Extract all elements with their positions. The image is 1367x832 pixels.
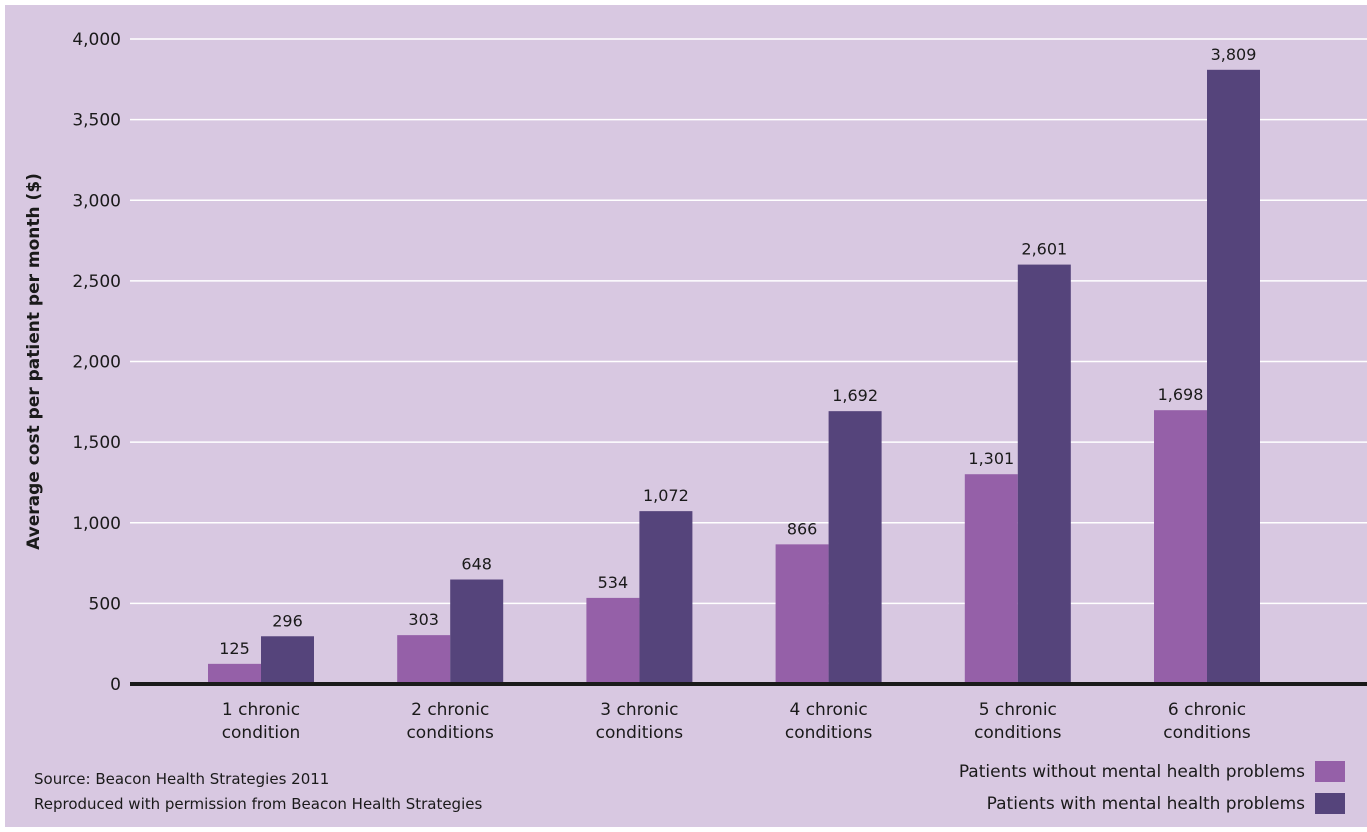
x-tick-label: 2 chronic <box>411 700 489 720</box>
x-tick-label: conditions <box>1163 723 1251 743</box>
source-note: Source: Beacon Health Strategies 2011 <box>34 770 330 788</box>
y-tick-label: 1,500 <box>72 433 121 453</box>
y-tick-label: 1,000 <box>72 514 121 534</box>
data-label: 296 <box>272 611 303 630</box>
data-label: 303 <box>408 610 439 629</box>
y-axis-title: Average cost per patient per month ($) <box>24 173 44 550</box>
x-tick-label: condition <box>222 723 301 743</box>
x-tick-label: conditions <box>406 723 494 743</box>
bar-without <box>964 474 1018 684</box>
legend-item-with: Patients with mental health problems <box>987 793 1345 814</box>
bar-with <box>639 511 693 684</box>
bar-with <box>828 411 882 684</box>
x-tick-label: 3 chronic <box>600 700 678 720</box>
bar-without <box>586 597 640 684</box>
bar-with <box>450 579 504 684</box>
x-tick-label: conditions <box>974 723 1062 743</box>
x-tick-label: conditions <box>596 723 684 743</box>
x-tick-label: 5 chronic <box>979 700 1057 720</box>
data-label: 1,301 <box>968 449 1014 468</box>
legend-label-without: Patients without mental health problems <box>958 761 1305 782</box>
bar-without <box>1154 410 1207 684</box>
data-label: 648 <box>461 555 492 574</box>
y-tick-label: 0 <box>110 675 121 695</box>
bar-with <box>1207 69 1260 684</box>
bar-without <box>775 544 829 684</box>
chart-panel: 0 500 1,000 1,500 2,000 2,500 3,000 3,500 4,000 A… <box>5 5 1367 827</box>
y-tick-label: 3,000 <box>72 191 121 211</box>
data-label: 1,698 <box>1158 385 1204 404</box>
bar-with <box>1017 264 1071 684</box>
legend-swatch-without <box>1315 761 1345 782</box>
bar-without <box>208 663 261 684</box>
data-label: 125 <box>219 639 250 658</box>
y-tick-label: 2,000 <box>72 353 121 373</box>
data-label: 534 <box>598 573 629 592</box>
y-tick-label: 3,500 <box>72 111 121 131</box>
legend-item-without: Patients without mental health problems <box>959 761 1345 782</box>
legend-swatch-with <box>1315 793 1345 814</box>
data-label: 1,072 <box>643 486 689 505</box>
bar-chart: 0 500 1,000 1,500 2,000 2,500 3,000 3,500 4,000 A… <box>24 30 1367 743</box>
x-tick-label: conditions <box>785 723 873 743</box>
x-tick-label: 6 chronic <box>1168 700 1246 720</box>
y-tick-label: 2,500 <box>72 272 121 292</box>
bar-without <box>397 635 451 684</box>
data-label: 1,692 <box>832 386 878 405</box>
permission-note: Reproduced with permission from Beacon H… <box>34 795 483 813</box>
y-tick-label: 500 <box>89 594 121 614</box>
data-label: 2,601 <box>1021 240 1067 259</box>
x-tick-label: 1 chronic <box>222 700 300 720</box>
data-label: 3,809 <box>1211 45 1257 64</box>
y-tick-label: 4,000 <box>72 30 121 50</box>
data-label: 866 <box>787 519 818 538</box>
legend-label-with: Patients with mental health problems <box>986 793 1305 814</box>
x-tick-label: 4 chronic <box>789 700 867 720</box>
bar-with <box>261 636 314 684</box>
